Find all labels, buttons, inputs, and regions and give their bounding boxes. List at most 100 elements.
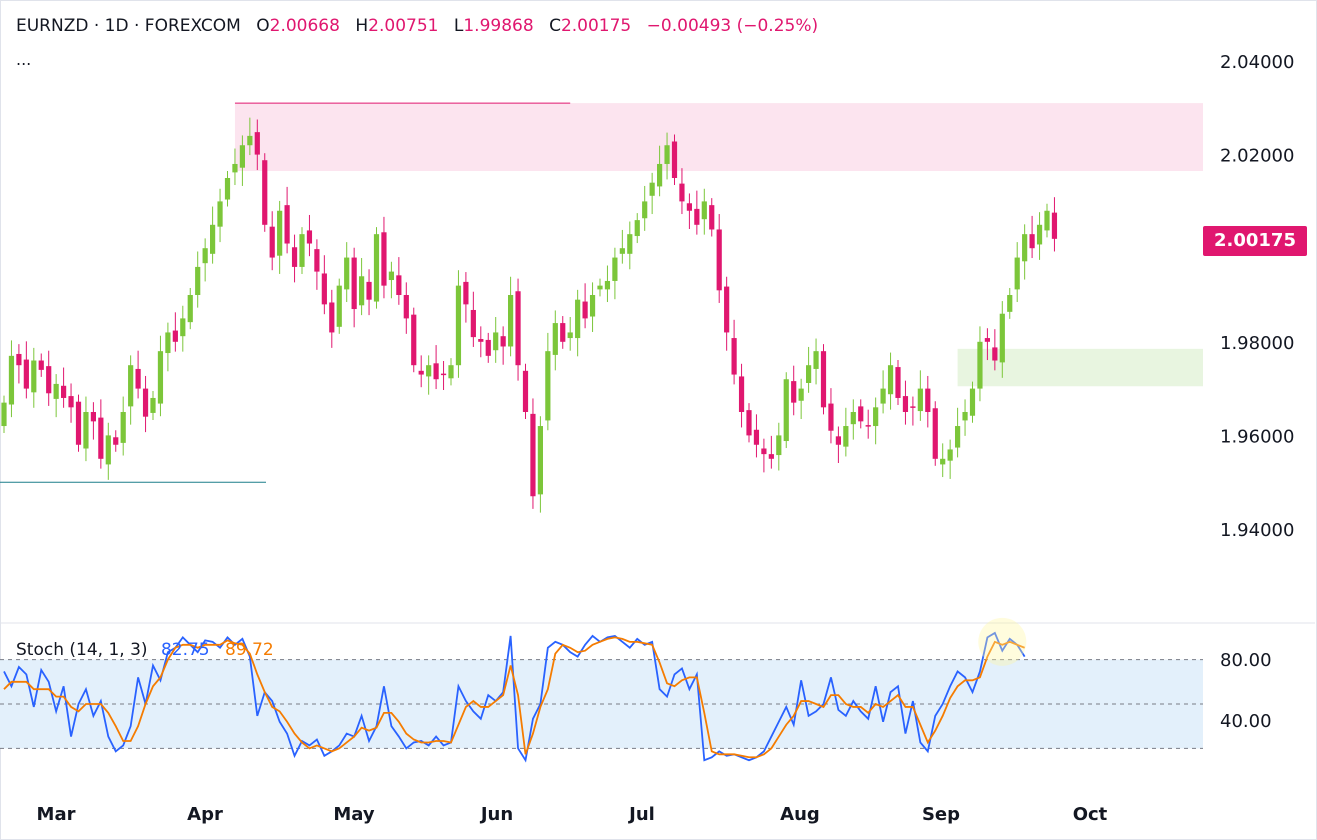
candle-body (31, 360, 37, 393)
candle (150, 390, 156, 420)
candle-body (1, 402, 7, 427)
candle-body (724, 286, 730, 333)
candle-body (128, 365, 134, 407)
candle (530, 398, 536, 509)
candle-body (38, 360, 44, 370)
candle-body (887, 365, 894, 395)
candle-body (1007, 295, 1013, 312)
candle-body (396, 275, 402, 295)
candle (1051, 197, 1058, 252)
candle (701, 188, 707, 235)
candle-body (575, 299, 581, 339)
month-label: Aug (780, 804, 820, 825)
candle (23, 341, 29, 399)
candle (254, 119, 260, 171)
candle (269, 211, 275, 271)
candle-body (694, 208, 700, 225)
candle-body (612, 257, 618, 281)
support-zone (957, 348, 1203, 387)
candle-body (433, 363, 439, 380)
candle (962, 399, 968, 436)
price-tick-label: 2.04000 (1220, 52, 1294, 73)
candle (8, 340, 15, 418)
candle (485, 332, 491, 363)
candle (426, 355, 432, 395)
low-value: 1.99868 (463, 16, 534, 36)
candle (925, 375, 931, 428)
candle-body (560, 323, 566, 342)
candle (493, 316, 499, 363)
candle-body (75, 401, 82, 445)
candle-body (597, 285, 603, 290)
candle (835, 426, 841, 464)
candle (195, 251, 201, 308)
candle (716, 214, 722, 303)
candle (798, 378, 804, 420)
change-value: −0.00493 (−0.25%) (646, 16, 819, 36)
candle (98, 399, 104, 469)
candle-body (947, 449, 953, 461)
candle (977, 326, 983, 402)
candle (783, 372, 789, 449)
candle (880, 370, 886, 414)
candle (522, 363, 529, 420)
month-label: Jul (627, 804, 655, 825)
separator-dot: · (133, 16, 145, 36)
candle (135, 350, 141, 399)
candle (247, 117, 253, 156)
candle-body (843, 426, 849, 447)
candle (940, 443, 946, 478)
candle (16, 344, 22, 384)
candle (470, 291, 476, 347)
candle (284, 186, 290, 254)
candle-body (962, 412, 968, 421)
stoch-k-value: 82.75 (160, 640, 210, 660)
candle-body (589, 295, 596, 317)
candle-body (239, 145, 245, 168)
candle (642, 185, 648, 231)
price-tick-label: 1.98000 (1220, 333, 1294, 354)
candle (612, 247, 618, 300)
candle (142, 375, 149, 433)
candle-body (508, 295, 514, 347)
candle-body (552, 323, 558, 355)
candle (738, 363, 745, 428)
candle (992, 329, 998, 371)
stoch-tick-label: 40.00 (1220, 711, 1272, 732)
candle (619, 229, 625, 264)
candle (895, 360, 901, 405)
candle (865, 409, 871, 439)
candle (344, 242, 350, 303)
candle (917, 370, 923, 421)
candle (634, 213, 640, 244)
candle (351, 247, 357, 328)
candle-body (567, 332, 573, 339)
candle (843, 407, 849, 457)
highlight-marker (978, 617, 1027, 666)
more-button[interactable]: ... (16, 50, 32, 69)
candle (627, 221, 633, 270)
candle-body (344, 257, 350, 290)
month-label: Sep (922, 804, 960, 825)
candle-body (738, 376, 745, 412)
candle (53, 374, 59, 418)
candle-body (969, 388, 976, 416)
open-value: 2.00668 (269, 16, 340, 36)
candle (567, 316, 573, 351)
candle (887, 352, 894, 410)
candle-body (791, 381, 797, 403)
candle-body (157, 351, 164, 404)
candle (120, 396, 126, 456)
candle (560, 316, 566, 349)
candle (508, 276, 514, 357)
low-label: L (453, 16, 464, 36)
candle-body (217, 201, 223, 227)
candle-body (835, 436, 841, 445)
candle (1029, 215, 1035, 259)
candle (731, 319, 737, 385)
candle-body (1036, 224, 1043, 245)
candle (105, 422, 111, 480)
candle-body (537, 426, 543, 495)
candle-body (224, 178, 231, 200)
